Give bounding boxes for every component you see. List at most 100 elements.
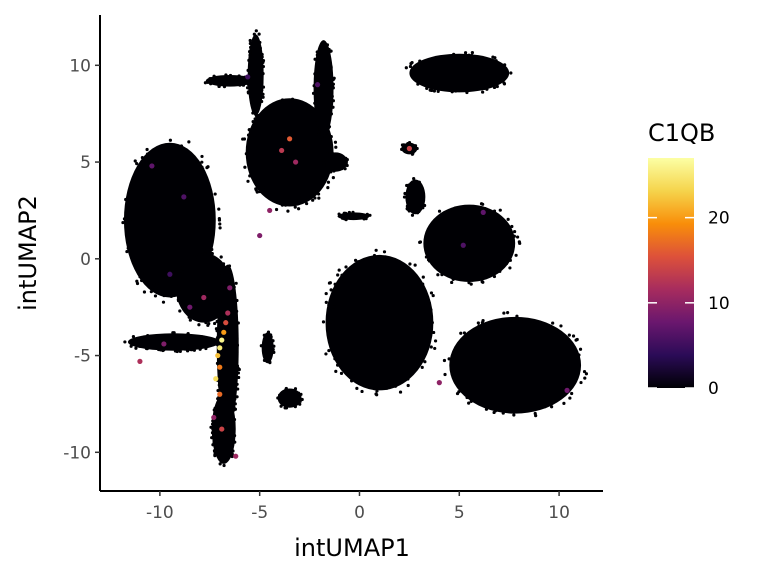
plot-area (121, 29, 589, 468)
cell-point (140, 269, 145, 273)
cell-point (562, 401, 566, 405)
cell-point (212, 440, 216, 445)
cell-point (453, 356, 457, 360)
cell-point (269, 335, 273, 339)
cell-point (331, 86, 335, 90)
cell-point (436, 273, 440, 277)
cell-point (161, 291, 165, 295)
cell-point (507, 406, 511, 410)
cell-point (314, 121, 318, 125)
expression-point (149, 163, 155, 169)
cell-point (140, 155, 144, 160)
cell-point (309, 193, 313, 198)
cell-point (140, 278, 144, 283)
cell-point (365, 212, 369, 216)
cell-point (303, 108, 308, 112)
cell-point (212, 408, 216, 412)
cell-point (272, 350, 276, 355)
cell-point (423, 360, 427, 364)
cell-point (514, 253, 518, 257)
cell-point (197, 323, 201, 327)
cell-point (235, 395, 239, 399)
cell-point (231, 449, 235, 453)
cell-point (465, 395, 469, 400)
cell-point (271, 339, 275, 343)
cell-point (334, 291, 338, 295)
cell-point (508, 258, 512, 262)
expression-point (287, 136, 293, 142)
cell-point (225, 394, 229, 398)
cell-point (502, 311, 506, 315)
cell-point (342, 211, 346, 215)
cell-point (431, 293, 435, 298)
cell-point (333, 282, 337, 286)
cell-point (286, 209, 290, 213)
cell-point (329, 112, 333, 116)
cell-point (261, 95, 265, 99)
cell-point (416, 82, 420, 86)
cell-point (200, 335, 204, 339)
cell-point (208, 245, 212, 249)
cell-point (411, 151, 415, 155)
cell-point (316, 192, 321, 196)
cell-point (129, 344, 133, 348)
cell-point (280, 98, 285, 102)
cell-point (535, 403, 539, 408)
cluster-upper-arm-right (313, 40, 334, 137)
cell-point (559, 324, 563, 328)
cell-point (245, 86, 250, 90)
cell-point (409, 62, 413, 66)
cell-point (326, 180, 331, 184)
cell-point (219, 255, 223, 259)
cell-point (467, 53, 471, 57)
cell-point (407, 368, 411, 372)
cell-point (515, 235, 520, 239)
cell-point (212, 449, 217, 453)
cell-point (181, 270, 185, 274)
cell-point (187, 315, 191, 319)
cell-point (195, 255, 199, 259)
expression-point (167, 271, 173, 277)
cell-point (293, 205, 297, 209)
cell-point (423, 203, 427, 208)
cell-point (206, 183, 211, 188)
cell-point (469, 396, 473, 400)
cell-point (418, 59, 422, 63)
cell-point (313, 57, 317, 61)
cell-point (218, 222, 222, 226)
cell-point (322, 161, 326, 165)
cell-point (530, 321, 534, 326)
cell-point (568, 396, 572, 400)
expression-point (227, 285, 233, 291)
cell-point (122, 217, 127, 221)
cell-point (186, 349, 190, 353)
cell-point (248, 38, 252, 43)
cell-point (261, 60, 265, 64)
cell-point (385, 386, 389, 390)
expression-point (221, 329, 227, 335)
y-tick-label: -5 (74, 347, 91, 367)
cell-point (575, 373, 579, 377)
expression-point (257, 232, 263, 239)
cell-point (464, 387, 468, 391)
cell-point (300, 104, 305, 108)
cell-point (354, 377, 358, 381)
cell-point (448, 209, 452, 213)
cell-point (393, 384, 398, 388)
cell-point (251, 119, 255, 124)
cell-point (143, 272, 147, 276)
cell-point (282, 103, 286, 107)
cell-point (485, 210, 489, 214)
cell-point (186, 259, 191, 263)
cell-point (419, 281, 423, 286)
cell-point (131, 338, 135, 342)
cell-point (317, 125, 322, 130)
cell-point (207, 321, 211, 326)
cell-point (403, 191, 407, 196)
cell-point (408, 64, 413, 69)
cell-point (484, 407, 489, 411)
cell-point (443, 372, 447, 377)
cell-point (217, 216, 221, 221)
cell-point (429, 258, 433, 262)
cell-point (372, 253, 377, 258)
